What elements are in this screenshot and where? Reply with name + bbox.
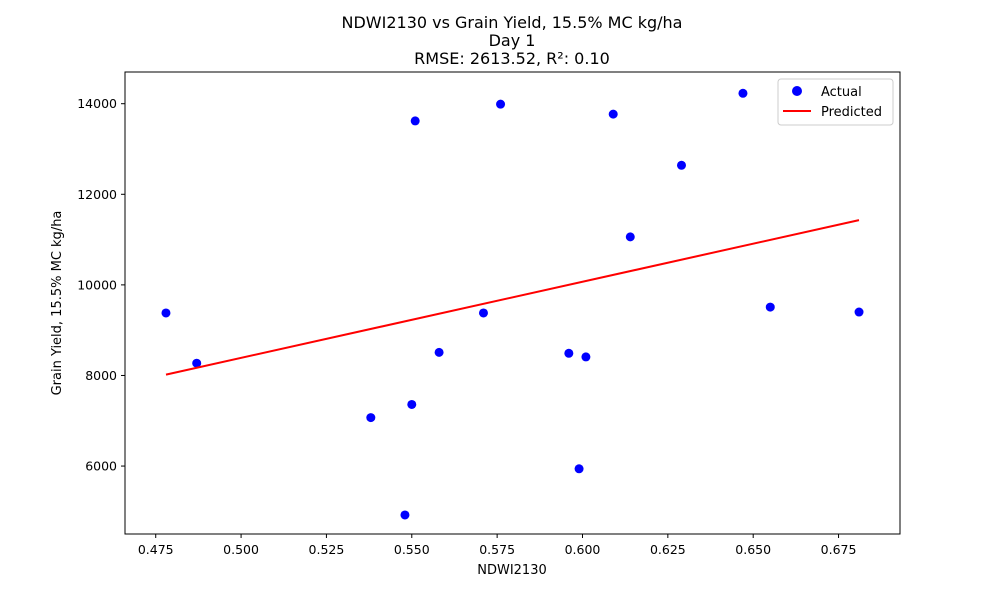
x-tick-label: 0.600: [565, 542, 601, 557]
actual-data-point: [765, 302, 775, 312]
actual-data-point: [407, 399, 417, 409]
legend: Actual Predicted: [777, 78, 894, 126]
plot-content: [161, 88, 864, 520]
actual-data-point: [608, 109, 618, 119]
predicted-line: [165, 219, 860, 376]
x-tick-label: 0.500: [223, 542, 259, 557]
x-axis-label: NDWI2130: [477, 563, 547, 578]
actual-data-point: [192, 358, 202, 368]
legend-actual-label: Actual: [821, 85, 862, 100]
x-tick-label: 0.475: [138, 542, 174, 557]
actual-data-point: [400, 510, 410, 520]
x-tick-label: 0.675: [821, 542, 857, 557]
chart-title: NDWI2130 vs Grain Yield, 15.5% MC kg/ha …: [342, 13, 683, 68]
actual-data-point: [496, 99, 506, 109]
actual-data-point: [564, 348, 574, 358]
x-tick-label: 0.550: [394, 542, 430, 557]
actual-data-point: [434, 347, 444, 357]
actual-data-point: [366, 413, 376, 423]
x-tick-label: 0.650: [735, 542, 771, 557]
x-tick-label: 0.575: [479, 542, 515, 557]
actual-data-point: [625, 232, 635, 242]
chart-title-line-3: RMSE: 2613.52, R²: 0.10: [414, 49, 610, 68]
actual-data-point: [581, 352, 591, 362]
x-tick-label: 0.625: [650, 542, 686, 557]
actual-data-point: [478, 308, 488, 318]
actual-data-point: [161, 308, 171, 318]
plot-frame: [124, 71, 901, 535]
actual-data-point: [738, 88, 748, 98]
actual-data-point: [676, 160, 686, 170]
chart-title-line-2: Day 1: [489, 31, 536, 50]
y-axis-label: Grain Yield, 15.5% MC kg/ha: [50, 211, 65, 396]
actual-data-point: [410, 116, 420, 126]
y-tick-label: 6000: [85, 459, 117, 474]
y-tick-label: 10000: [77, 277, 117, 292]
x-tick-label: 0.525: [309, 542, 345, 557]
y-tick-label: 12000: [77, 187, 117, 202]
y-axis-ticks: 6000 8000 10000 12000 14000: [77, 96, 125, 474]
y-tick-label: 8000: [85, 368, 117, 383]
legend-actual-marker: [792, 86, 802, 96]
y-tick-label: 14000: [77, 96, 117, 111]
actual-data-point: [574, 464, 584, 474]
chart-title-line-1: NDWI2130 vs Grain Yield, 15.5% MC kg/ha: [342, 13, 683, 32]
legend-box: [777, 78, 894, 126]
x-axis-ticks: 0.475 0.500 0.525 0.550 0.575 0.600 0.625 0.650…: [138, 534, 857, 557]
actual-data-point: [854, 307, 864, 317]
legend-predicted-label: Predicted: [821, 105, 882, 120]
